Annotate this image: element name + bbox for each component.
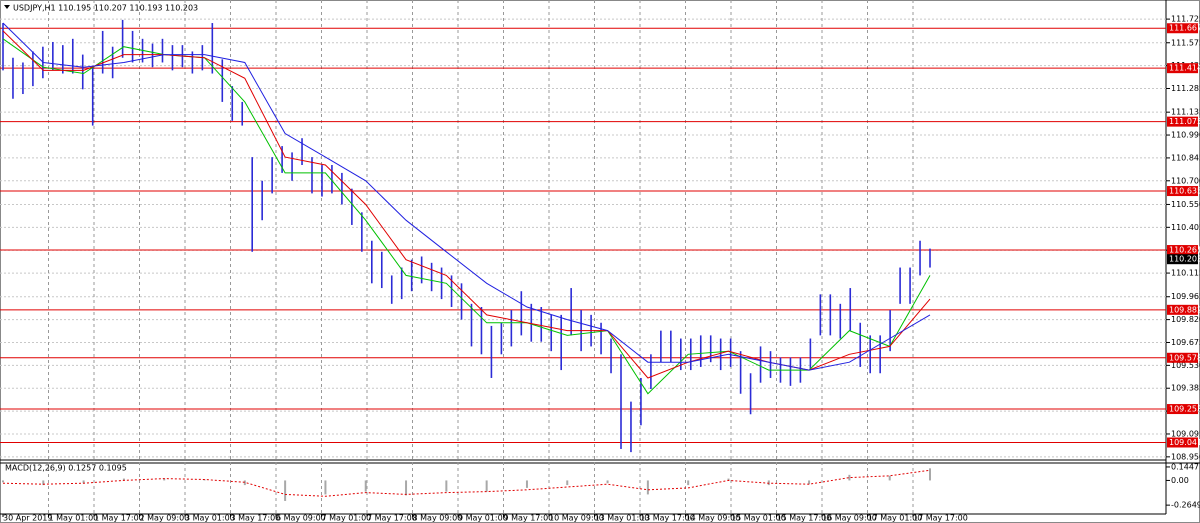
macd-bar (364, 480, 367, 492)
macd-bar (525, 480, 528, 488)
y-tick-label: 110.115 (1171, 269, 1200, 278)
level-label: 111.075 (1169, 117, 1200, 126)
x-tick-label: 3 May 17:00 (231, 514, 281, 523)
x-tick-label: 3 May 01:00 (185, 514, 235, 523)
x-tick-label: 17 May 17:00 (913, 514, 968, 523)
level-label: 109.578 (1169, 353, 1200, 362)
y-tick-label: 111.285 (1171, 84, 1200, 93)
chart-title: USDJPY,H1 110.195 110.207 110.193 110.20… (13, 4, 198, 13)
y-tick-label: 109.095 (1171, 429, 1200, 438)
y-tick-label: 109.530 (1171, 361, 1200, 370)
level-label: 111.667 (1169, 24, 1200, 33)
level-label: 109.041 (1169, 438, 1200, 447)
x-tick-label: 7 May 01:00 (322, 514, 372, 523)
level-label-box (1167, 116, 1198, 127)
level-label-box (1167, 352, 1198, 363)
y-tick-label: 110.700 (1171, 176, 1200, 185)
indicator-y-tick-label: 0.00 (1171, 476, 1189, 485)
x-tick-label: 6 May 09:00 (276, 514, 326, 523)
level-label-box (1167, 245, 1198, 256)
y-tick-label: 109.965 (1171, 292, 1200, 301)
macd-bar (646, 480, 649, 495)
x-tick-label: 30 Apr 2019 (3, 514, 52, 523)
macd-bar (566, 480, 569, 486)
x-tick-label: 2 May 09:00 (140, 514, 190, 523)
level-label: 110.635 (1169, 187, 1200, 196)
y-tick-label: 109.385 (1171, 384, 1200, 393)
x-tick-label: 9 May 01:00 (458, 514, 508, 523)
x-tick-label: 1 May 01:00 (49, 514, 99, 523)
macd-bar (445, 480, 448, 492)
level-label: 109.253 (1169, 405, 1200, 414)
moving-average (2, 38, 931, 395)
x-tick-label: 1 May 17:00 (94, 514, 144, 523)
x-tick-label: 17 May 01:00 (868, 514, 923, 523)
macd-bar (929, 468, 931, 481)
level-label-box (1167, 63, 1198, 74)
macd-bar (243, 480, 246, 486)
x-tick-label: 14 May 09:00 (686, 514, 741, 523)
x-tick-label: 13 May 01:00 (595, 514, 650, 523)
y-tick-label: 111.575 (1171, 38, 1200, 47)
macd-bar (163, 478, 166, 481)
x-tick-label: 13 May 17:00 (640, 514, 695, 523)
moving-average (2, 22, 931, 371)
y-tick-label: 110.405 (1171, 223, 1200, 232)
x-tick-label: 8 May 09:00 (413, 514, 463, 523)
macd-bar (284, 480, 287, 501)
level-label-box (1167, 304, 1198, 315)
y-tick-label: 109.675 (1171, 338, 1200, 347)
x-tick-label: 16 May 09:00 (822, 514, 877, 523)
macd-bar (2, 480, 4, 483)
y-tick-label: 111.725 (1171, 15, 1200, 24)
macd-bar (42, 480, 45, 486)
x-tick-label: 9 May 17:00 (504, 514, 554, 523)
macd-signal (2, 469, 931, 497)
y-tick-label: 109.820 (1171, 315, 1200, 324)
current-price-label: 110.203 (1169, 255, 1200, 264)
indicator-y-tick-label: 0.1447 (1171, 462, 1199, 471)
macd-bar (405, 480, 408, 496)
y-tick-label: 110.845 (1171, 153, 1200, 162)
level-label: 110.261 (1169, 246, 1200, 255)
level-label-box (1167, 437, 1198, 448)
indicator-y-tick-label: -0.2649 (1171, 501, 1200, 510)
indicator-title: MACD(12,26,9) 0.1257 0.1095 (5, 464, 127, 473)
level-label-box (1167, 23, 1198, 34)
level-label: 111.414 (1169, 64, 1200, 73)
macd-bar (888, 475, 891, 481)
y-tick-label: 108.950 (1171, 452, 1200, 461)
level-label-box (1167, 404, 1198, 415)
level-label: 109.882 (1169, 305, 1200, 314)
x-tick-label: 10 May 09:00 (549, 514, 604, 523)
macd-bar (324, 480, 327, 495)
current-price-box (1167, 254, 1198, 265)
macd-bar (606, 480, 609, 484)
y-tick-label: 110.990 (1171, 131, 1200, 140)
macd-bar (485, 480, 488, 492)
macd-bar (82, 480, 85, 484)
macd-bar (687, 480, 690, 486)
macd-bar (808, 480, 811, 485)
menu-arrow[interactable] (4, 5, 10, 9)
y-tick-label: 110.550 (1171, 200, 1200, 209)
macd-bar (122, 478, 125, 481)
y-tick-label: 111.135 (1171, 108, 1200, 117)
x-tick-label: 15 May 17:00 (777, 514, 832, 523)
macd-bar (848, 474, 851, 481)
level-label-box (1167, 186, 1198, 197)
macd-bar (727, 478, 730, 481)
x-tick-label: 7 May 17:00 (367, 514, 417, 523)
x-tick-label: 15 May 01:00 (731, 514, 786, 523)
